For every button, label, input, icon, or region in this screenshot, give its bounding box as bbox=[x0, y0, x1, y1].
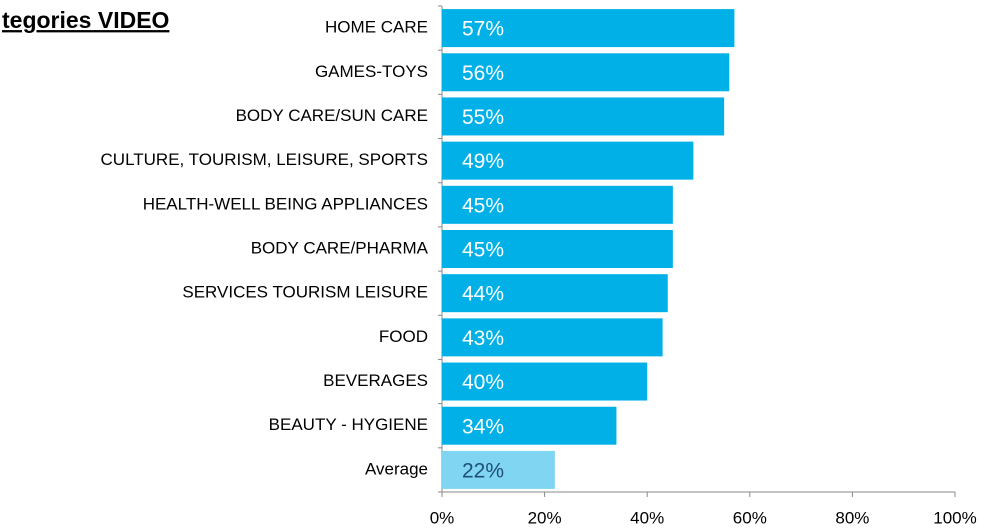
bar bbox=[442, 9, 735, 48]
y-tick-label: FOOD bbox=[379, 327, 428, 346]
value-label: 34% bbox=[462, 415, 504, 438]
y-tick-label: Average bbox=[365, 459, 428, 478]
y-tick-label: BODY CARE/PHARMA bbox=[251, 238, 429, 257]
x-tick-label: 80% bbox=[835, 508, 869, 527]
value-label: 57% bbox=[462, 18, 504, 41]
y-tick-label: HEALTH-WELL BEING APPLIANCES bbox=[143, 194, 428, 213]
x-tick-label: 100% bbox=[933, 508, 976, 527]
bar bbox=[442, 274, 668, 313]
bar bbox=[442, 230, 673, 268]
bar bbox=[442, 450, 555, 489]
bar bbox=[442, 318, 663, 357]
x-tick-label: 60% bbox=[733, 508, 767, 527]
y-tick-label: BEAUTY - HYGIENE bbox=[269, 415, 428, 434]
bar bbox=[442, 185, 673, 224]
x-tick-label: 20% bbox=[528, 508, 562, 527]
x-tick-label: 0% bbox=[430, 508, 455, 527]
y-tick-label: SERVICES TOURISM LEISURE bbox=[182, 283, 428, 302]
x-tick-label: 40% bbox=[630, 508, 664, 527]
value-label: 40% bbox=[462, 371, 504, 394]
y-tick-label: CULTURE, TOURISM, LEISURE, SPORTS bbox=[101, 150, 428, 169]
bar bbox=[442, 362, 648, 401]
bar bbox=[442, 97, 725, 136]
value-label: 45% bbox=[462, 239, 504, 262]
value-label: 45% bbox=[462, 194, 504, 217]
y-tick-label: BEVERAGES bbox=[323, 371, 428, 390]
bar bbox=[442, 141, 694, 180]
bar bbox=[442, 53, 730, 92]
value-label: 49% bbox=[462, 150, 504, 173]
value-label: 55% bbox=[462, 106, 504, 129]
value-label: 43% bbox=[462, 327, 504, 350]
y-tick-label: GAMES-TOYS bbox=[315, 62, 428, 81]
value-label: 44% bbox=[462, 283, 504, 306]
chart-title: tegories VIDEO bbox=[2, 7, 169, 33]
value-label: 56% bbox=[462, 62, 504, 85]
y-tick-label: HOME CARE bbox=[325, 18, 428, 37]
value-label: 22% bbox=[462, 459, 504, 482]
y-tick-label: BODY CARE/SUN CARE bbox=[236, 106, 428, 125]
bar bbox=[442, 406, 617, 445]
